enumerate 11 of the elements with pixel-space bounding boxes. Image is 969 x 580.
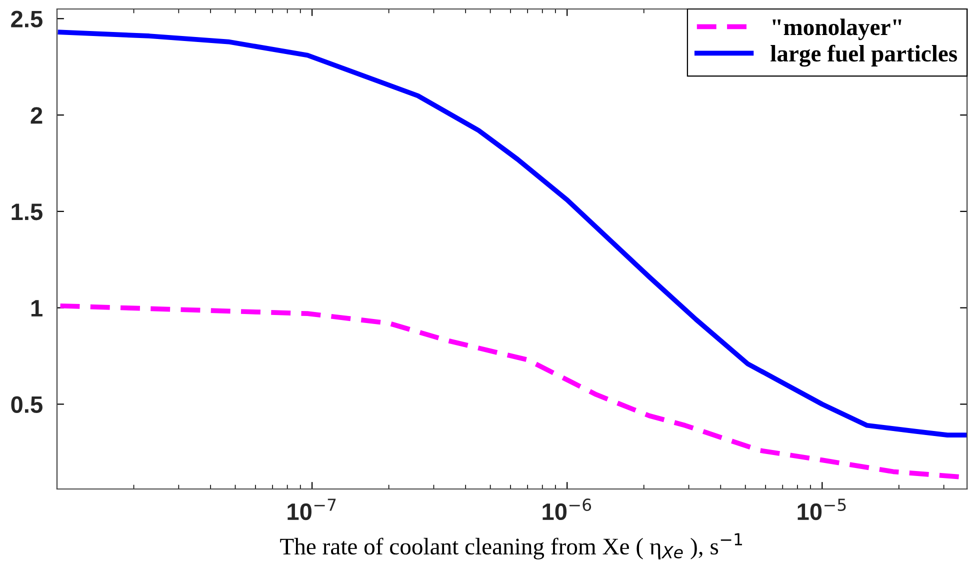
y-tick-label: 0.5 [11,396,42,413]
x-tick-label: 10$^{−5}$ [798,498,846,520]
legend-label: large fuel particles [770,44,958,67]
y-tick-label: 1 [31,300,42,316]
y-tick-label: 1.5 [12,204,42,220]
x-axis-title: The rate of coolant cleaning from Xe ( η$_{Xe}$ ), s$^{−1}$ [280,533,742,560]
x-tick-label: 10$^{−7}$ [288,498,336,520]
legend-label: "monolayer" [772,18,902,40]
y-tick-label: 2 [30,107,42,124]
x-tick-label: 10$^{−6}$ [542,498,592,520]
y-tick-label: 2.5 [11,10,42,28]
